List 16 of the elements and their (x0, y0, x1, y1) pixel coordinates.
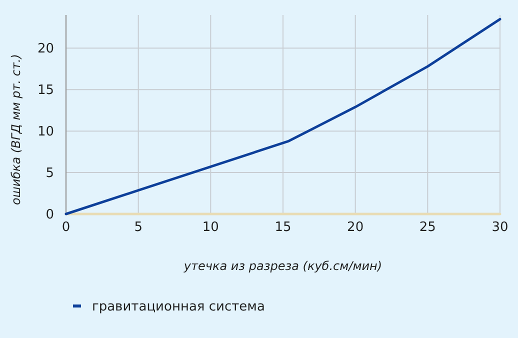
line-series (64, 18, 502, 216)
legend-label: гравитационная система (92, 300, 265, 315)
x-tick-label: 5 (134, 220, 142, 235)
x-tick-label: 30 (492, 220, 508, 235)
x-axis-title: утечка из разреза (куб.см/мин) (182, 259, 382, 273)
y-tick-label: 5 (46, 166, 54, 182)
x-tick-label: 0 (62, 220, 70, 235)
y-tick-label: 20 (37, 42, 54, 57)
x-tick-label: 20 (347, 220, 364, 235)
x-tick-label: 10 (202, 220, 219, 235)
x-tick-label: 25 (419, 220, 436, 235)
y-tick-label: 0 (46, 208, 54, 223)
y-tick-label: 10 (37, 124, 54, 140)
x-tick-label: 15 (274, 220, 292, 235)
y-axis-title: ошибка (ВГД мм рт. ст.) (9, 54, 23, 205)
y-tick-label: 15 (37, 83, 54, 98)
